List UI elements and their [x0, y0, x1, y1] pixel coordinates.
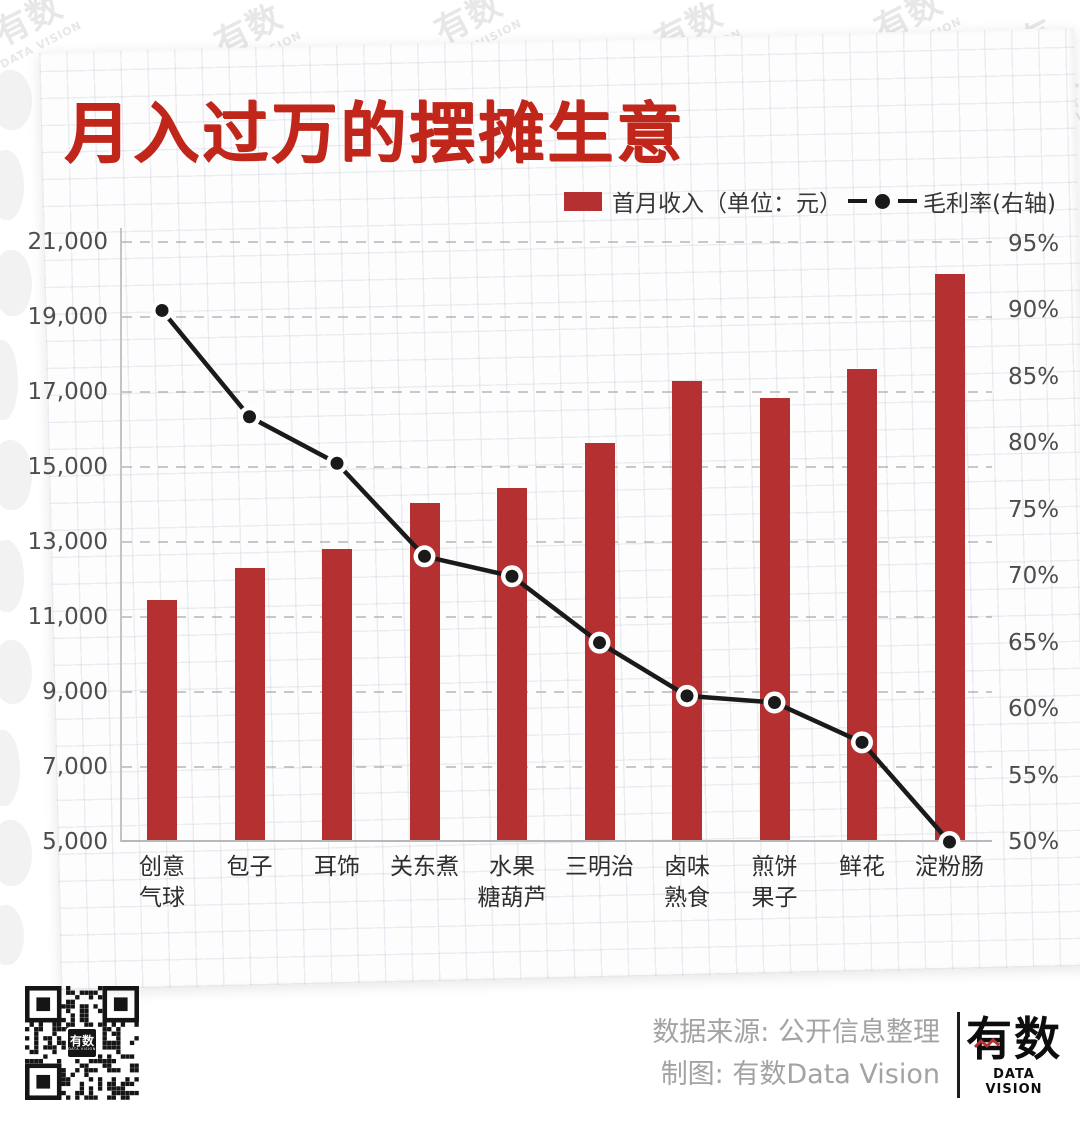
x-axis-label-包子: 包子	[226, 854, 273, 880]
line-point-鲜花	[855, 735, 869, 749]
y-axis-label-left: 15,000	[27, 454, 108, 480]
line-series-dash-icon	[898, 199, 918, 203]
bar-包子	[234, 568, 265, 840]
torn-edge-fragment	[0, 540, 24, 612]
line-series-label: 毛利率(右轴)	[923, 191, 1056, 217]
torn-edge-fragment	[0, 70, 32, 130]
torn-edge-fragment	[0, 905, 24, 965]
bar-鲜花	[847, 369, 877, 840]
x-axis-label-关东煮: 关东煮	[390, 854, 459, 880]
y-axis-label-right: 75%	[1008, 496, 1060, 523]
y-axis-label-right: 60%	[1008, 696, 1060, 723]
brand-logo-text: 有数	[966, 1012, 1062, 1066]
line-series-dot-icon	[875, 193, 891, 209]
bar-淀粉肠	[934, 273, 965, 840]
gridline	[122, 691, 992, 693]
torn-edge-fragment	[0, 820, 32, 886]
qr-code: 有数 DATA VISION	[25, 986, 139, 1100]
y-axis-label-right: 85%	[1008, 363, 1060, 390]
x-axis-label-煎饼果子: 煎饼 果子	[751, 854, 798, 912]
y-axis-label-left: 17,000	[27, 379, 108, 405]
margin-line-series	[151, 299, 961, 853]
torn-edge-fragment	[0, 640, 32, 704]
y-axis-label-left: 7,000	[42, 754, 108, 780]
y-axis-label-right: 65%	[1008, 629, 1060, 656]
y-axis-label-right: 55%	[1008, 762, 1060, 789]
x-axis-label-鲜花: 鲜花	[839, 854, 885, 880]
footer-credits: 数据来源: 公开信息整理 制图: 有数Data Vision	[652, 1012, 940, 1096]
line-point-水果糖葫芦	[505, 569, 519, 583]
brand-logo: 有数 DATA VISION	[966, 1014, 1062, 1097]
data-source-line: 数据来源: 公开信息整理	[652, 1017, 940, 1048]
y-axis-label-right: 80%	[1008, 430, 1060, 457]
bar-series-swatch-icon	[564, 191, 603, 211]
line-point-三明治	[593, 636, 606, 650]
y-axis-label-left: 11,000	[27, 604, 108, 630]
bar-创意气球	[147, 600, 177, 840]
line-series-dash-icon	[848, 199, 868, 203]
torn-edge-fragment	[0, 730, 20, 806]
y-axis-label-right: 95%	[1008, 231, 1060, 257]
line-point-包子	[243, 410, 256, 424]
y-axis-label-left: 21,000	[27, 229, 108, 255]
x-axis-label-淀粉肠: 淀粉肠	[915, 854, 984, 880]
y-axis-label-left: 13,000	[27, 529, 108, 555]
y-axis-label-right: 90%	[1008, 297, 1060, 324]
line-point-煎饼果子	[768, 695, 781, 709]
plot-area: 21,000 19,000 17,000 15,000 13,000 11,000 9,00…	[28, 228, 1059, 911]
gridline	[122, 616, 992, 618]
gridline	[122, 391, 992, 393]
x-axis-label-水果糖葫芦: 水果 糖葫芦	[477, 854, 547, 912]
credit-line: 制图: 有数Data Vision	[660, 1058, 940, 1090]
gridline	[122, 766, 992, 768]
brand-logo-subtext: DATA VISION	[985, 1066, 1043, 1097]
gridline	[122, 316, 992, 318]
y-axis-label-right: 50%	[1008, 829, 1060, 855]
bar-series-label: 首月收入（单位：元）	[612, 191, 843, 217]
line-point-创意气球	[155, 303, 169, 317]
qr-center-logo: 有数 DATA VISION	[66, 1027, 98, 1059]
footer-divider	[957, 1012, 960, 1098]
torn-edge-fragment	[0, 150, 24, 220]
bar-水果糖葫芦	[497, 487, 527, 840]
y-axis-label-left: 9,000	[42, 679, 108, 705]
bar-煎饼果子	[759, 397, 790, 840]
x-axis-label-创意气球: 创意 气球	[139, 854, 185, 912]
y-axis-label-right: 70%	[1008, 563, 1060, 590]
line-point-耳饰	[330, 456, 344, 470]
chart-title: 月入过万的摆摊生意	[64, 95, 685, 172]
line-point-淀粉肠	[943, 835, 956, 849]
gridline	[122, 466, 992, 468]
y-axis-label-left: 19,000	[27, 304, 108, 330]
chart-legend: 首月收入（单位：元） 毛利率(右轴)	[564, 184, 1056, 218]
bar-卤味熟食	[672, 380, 702, 840]
bar-耳饰	[322, 549, 352, 840]
line-point-关东煮	[418, 549, 431, 563]
gridline	[122, 241, 992, 243]
gridline	[122, 541, 992, 543]
torn-edge-fragment	[0, 340, 18, 420]
x-axis-label-耳饰: 耳饰	[314, 854, 360, 880]
line-point-卤味熟食	[680, 689, 694, 703]
logo-red-squiggle-icon	[974, 1038, 1000, 1049]
y-axis-label-left: 5,000	[42, 829, 108, 855]
x-axis-label-卤味熟食: 卤味 熟食	[664, 854, 710, 912]
x-axis-label-三明治: 三明治	[565, 854, 634, 880]
